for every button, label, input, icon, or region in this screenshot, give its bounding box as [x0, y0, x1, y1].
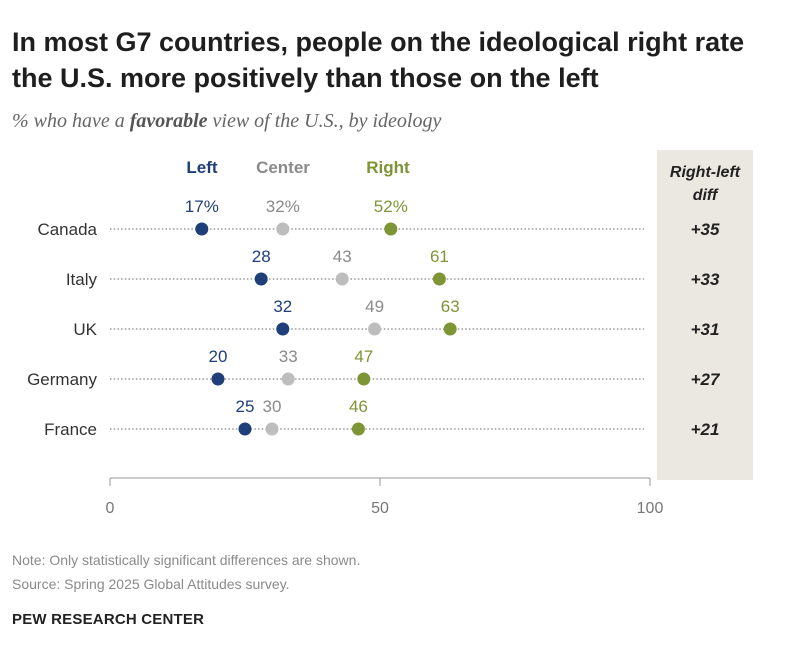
- chart-title: In most G7 countries, people on the ideo…: [12, 27, 745, 93]
- dot-right-germany: [357, 372, 371, 386]
- value-label-right-italy: 61: [430, 247, 449, 266]
- value-label-center-uk: 49: [365, 297, 384, 316]
- dot-center-italy: [335, 272, 349, 286]
- dot-center-france: [265, 422, 279, 436]
- category-label-italy: Italy: [66, 270, 98, 289]
- dot-left-canada: [195, 222, 209, 236]
- chart-note: Note: Only statistically significant dif…: [12, 552, 361, 568]
- value-label-left-uk: 32: [273, 297, 292, 316]
- category-label-france: France: [44, 420, 97, 439]
- category-label-canada: Canada: [37, 220, 97, 239]
- diff-header-line2: diff: [693, 187, 719, 204]
- value-label-right-germany: 47: [354, 347, 373, 366]
- x-tick-label: 0: [106, 500, 115, 517]
- subtitle-prefix: % who have a: [12, 110, 130, 132]
- dot-right-italy: [432, 272, 446, 286]
- value-label-center-germany: 33: [279, 347, 298, 366]
- category-label-germany: Germany: [27, 370, 97, 389]
- dot-left-uk: [276, 322, 290, 336]
- value-label-left-italy: 28: [252, 247, 271, 266]
- value-label-right-france: 46: [349, 397, 368, 416]
- diff-value-uk: +31: [691, 320, 720, 339]
- value-label-center-france: 30: [263, 397, 282, 416]
- dot-left-germany: [211, 372, 225, 386]
- diff-value-canada: +35: [691, 220, 720, 239]
- dot-center-uk: [368, 322, 382, 336]
- dot-right-france: [351, 422, 365, 436]
- chart-subtitle: % who have a favorable view of the U.S.,…: [12, 110, 441, 133]
- legend-right: Right: [366, 158, 410, 177]
- value-label-left-france: 25: [236, 397, 255, 416]
- dot-center-canada: [276, 222, 290, 236]
- dot-right-canada: [384, 222, 398, 236]
- legend-left: Left: [186, 158, 218, 177]
- chart-source: Source: Spring 2025 Global Attitudes sur…: [12, 576, 290, 592]
- dot-left-italy: [254, 272, 268, 286]
- value-label-center-italy: 43: [333, 247, 352, 266]
- diff-value-france: +21: [691, 420, 720, 439]
- dot-plot-chart: Right-left diff Left Center Right Canada 17% 32…: [27, 150, 753, 517]
- diff-value-germany: +27: [691, 370, 721, 389]
- dot-center-germany: [281, 372, 295, 386]
- x-tick-label: 50: [371, 500, 389, 517]
- subtitle-emphasis: favorable: [129, 110, 208, 132]
- value-label-left-germany: 20: [209, 347, 228, 366]
- dot-left-france: [238, 422, 252, 436]
- category-label-uk: UK: [73, 320, 97, 339]
- value-label-right-uk: 63: [441, 297, 460, 316]
- value-label-center-canada: 32%: [266, 197, 300, 216]
- diff-header-line1: Right-left: [670, 164, 741, 181]
- legend-center: Center: [256, 158, 310, 177]
- value-label-right-canada: 52%: [374, 197, 408, 216]
- diff-panel: [657, 150, 753, 480]
- brand-logo-text: PEW RESEARCH CENTER: [12, 611, 205, 628]
- x-tick-label: 100: [637, 500, 664, 517]
- subtitle-suffix: view of the U.S., by ideology: [207, 110, 442, 132]
- dot-right-uk: [443, 322, 457, 336]
- value-label-left-canada: 17%: [185, 197, 219, 216]
- diff-value-italy: +33: [691, 270, 720, 289]
